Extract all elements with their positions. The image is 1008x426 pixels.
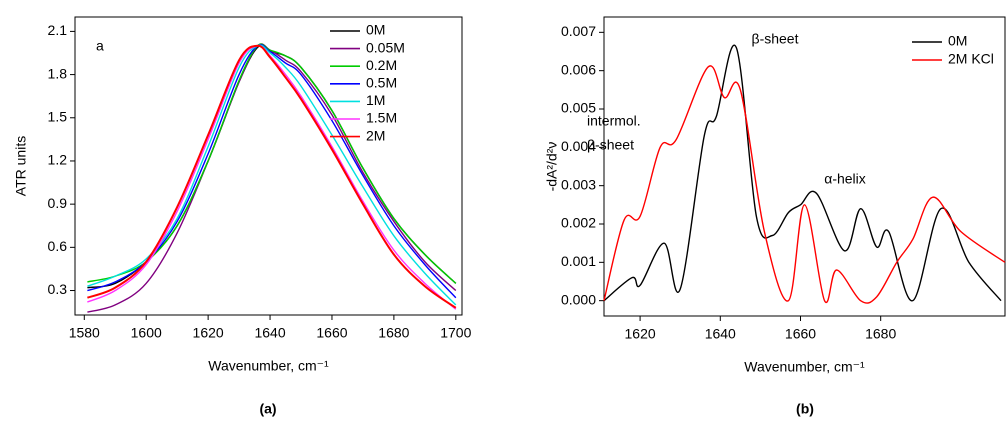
caption: (a) — [259, 401, 276, 417]
y-tick-label: 2.1 — [48, 22, 68, 38]
series-line — [603, 44, 1002, 302]
y-tick-label: 0.004 — [561, 138, 596, 154]
annotation: a — [96, 38, 104, 54]
legend-label: 1.5M — [366, 110, 397, 126]
y-tick-label: 0.002 — [561, 215, 596, 231]
legend-label: 2M KCl — [948, 51, 994, 67]
annotation: α-helix — [824, 171, 866, 187]
series-line — [87, 44, 457, 309]
legend-label: 1M — [366, 92, 385, 108]
plot-frame — [603, 16, 1006, 317]
legend-label: 2M — [366, 127, 385, 143]
legend-label: 0.5M — [366, 75, 397, 91]
x-tick-label: 1700 — [440, 325, 471, 341]
y-tick-label: 1.8 — [48, 65, 68, 81]
legend-label: 0M — [948, 33, 967, 49]
series-line — [87, 43, 457, 284]
y-tick-label: 0.000 — [561, 291, 596, 307]
x-tick-label: 1640 — [254, 325, 285, 341]
legend-label: 0M — [366, 22, 385, 38]
y-tick-label: 0.003 — [561, 176, 596, 192]
y-tick-label: 0.005 — [561, 100, 596, 116]
y-axis-label: -dA²/d²ν — [544, 142, 560, 192]
x-axis-label: Wavenumber, cm⁻¹ — [744, 359, 865, 375]
series-line — [87, 44, 457, 310]
x-tick-label: 1600 — [131, 325, 162, 341]
plot-frame — [74, 16, 463, 316]
y-tick-label: 0.007 — [561, 23, 596, 39]
y-tick-label: 1.5 — [48, 108, 68, 124]
annotation: β-sheet — [587, 137, 634, 153]
x-tick-label: 1580 — [69, 325, 100, 341]
x-tick-label: 1620 — [625, 326, 656, 342]
x-tick-label: 1620 — [193, 325, 224, 341]
series-line — [87, 43, 457, 313]
annotation: intermol. — [587, 113, 641, 129]
series-line — [603, 65, 1006, 304]
x-axis-label: Wavenumber, cm⁻¹ — [208, 358, 329, 374]
chart-panel: 1580 1600 1620 1640 1660 1680 1700 0.3 0.6 0.9 1.2… — [13, 16, 472, 417]
chart-panel: 1620 1640 1660 1680 0.000 0.001 0.002 0.003 0.00… — [544, 16, 1006, 417]
series-line — [87, 43, 457, 299]
y-tick-label: 0.9 — [48, 195, 68, 211]
legend-label: 0.05M — [366, 39, 405, 55]
x-tick-label: 1680 — [865, 326, 896, 342]
x-tick-label: 1680 — [378, 325, 409, 341]
y-tick-label: 1.2 — [48, 152, 68, 168]
x-tick-label: 1660 — [316, 325, 347, 341]
y-tick-label: 0.3 — [48, 281, 68, 297]
x-tick-label: 1660 — [785, 326, 816, 342]
y-tick-label: 0.006 — [561, 61, 596, 77]
y-axis-label: ATR units — [13, 136, 29, 196]
x-tick-label: 1640 — [705, 326, 736, 342]
caption: (b) — [796, 401, 814, 417]
y-tick-label: 0.6 — [48, 238, 68, 254]
series-line — [87, 44, 457, 289]
legend-label: 0.2M — [366, 57, 397, 73]
y-tick-label: 0.001 — [561, 253, 596, 269]
annotation: β-sheet — [752, 31, 799, 47]
